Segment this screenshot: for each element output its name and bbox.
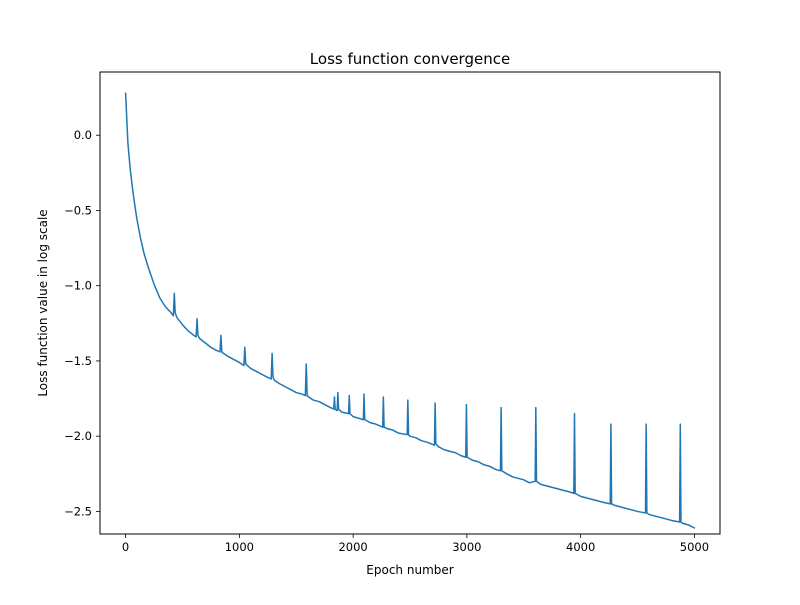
y-tick-label: 0.0 <box>74 128 92 142</box>
x-tick-label: 5000 <box>680 540 709 554</box>
y-tick-label: −0.5 <box>64 203 92 217</box>
y-tick-label: −2.5 <box>64 504 92 518</box>
y-tick-label: −1.0 <box>64 279 92 293</box>
x-tick-label: 4000 <box>566 540 595 554</box>
chart-title: Loss function convergence <box>310 50 510 68</box>
x-tick-label: 3000 <box>452 540 481 554</box>
y-tick-label: −1.5 <box>64 354 92 368</box>
y-axis-ticks: 0.0 −0.5 −1.0 −1.5 −2.0 −2.5 <box>64 128 100 518</box>
y-tick-label: −2.0 <box>64 429 92 443</box>
plot-line-group <box>124 92 696 529</box>
x-tick-label: 2000 <box>338 540 367 554</box>
x-tick-label: 1000 <box>225 540 254 554</box>
loss-series-line-0 <box>124 92 696 529</box>
plot-frame <box>99 71 721 535</box>
x-tick-label: 0 <box>122 540 129 554</box>
x-axis-ticks: 0 1000 2000 3000 4000 5000 <box>122 534 709 554</box>
x-axis-label: Epoch number <box>366 563 453 577</box>
y-axis-label: Loss function value in log scale <box>36 209 50 396</box>
